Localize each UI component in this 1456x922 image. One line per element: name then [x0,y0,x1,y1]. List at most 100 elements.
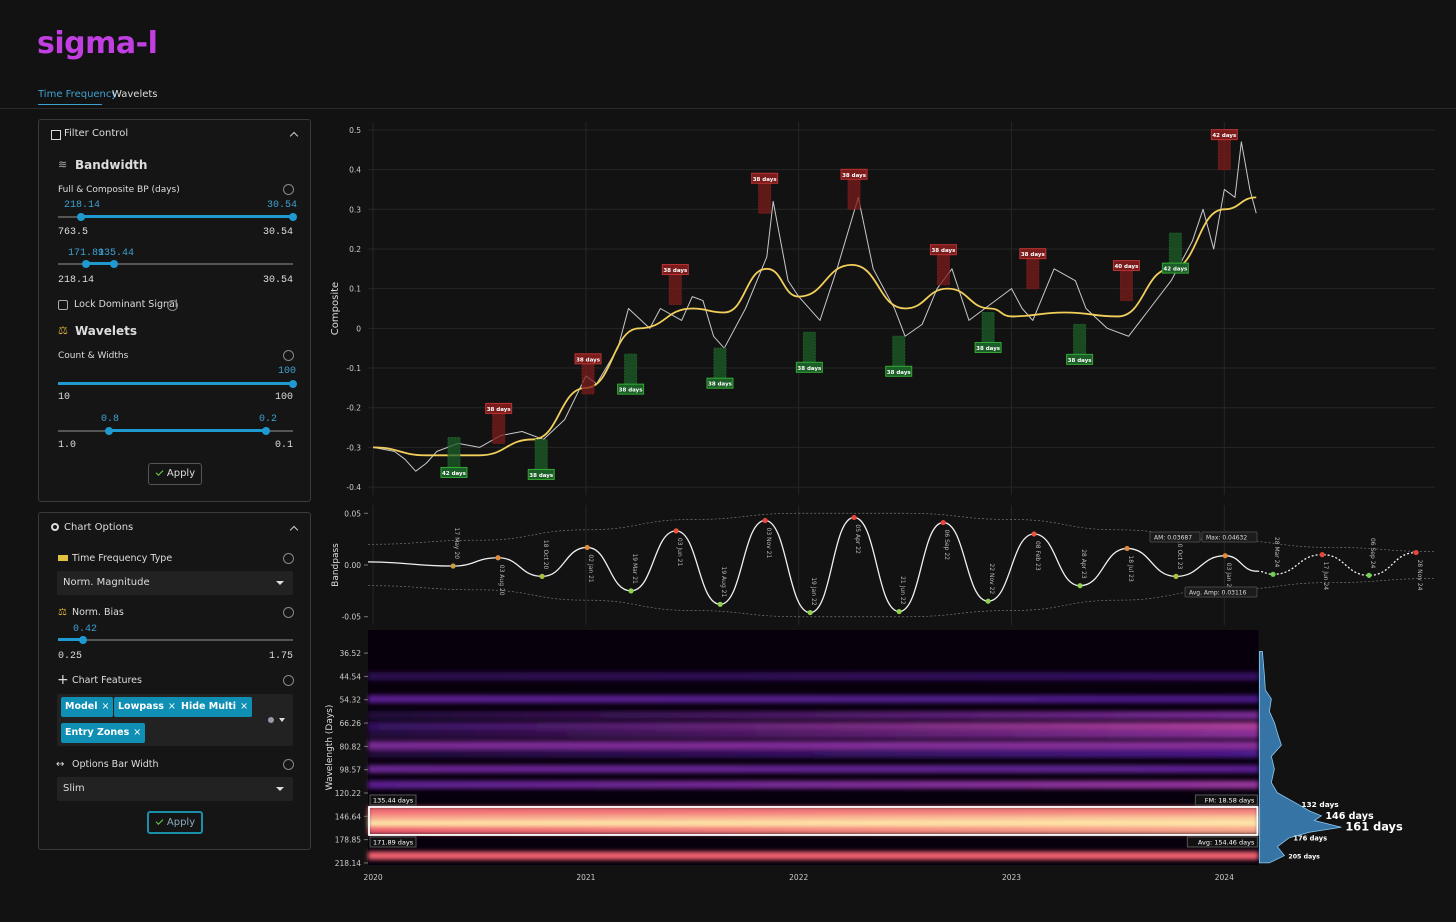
y-tick-label: 0.5 [349,126,361,135]
slider-handle[interactable] [262,427,270,435]
select[interactable]: Slim [57,777,293,801]
heatmap-band [368,721,1259,731]
cycle-label-box [885,365,913,377]
filter-control-panel: Filter Control ≋ Bandwidth Full & Compos… [38,119,311,502]
heatmap [368,672,1259,860]
tab[interactable]: Time Frequency [38,89,118,100]
cycle-point [717,601,723,607]
help[interactable] [167,300,178,311]
y-tick-label: -0.2 [346,404,361,413]
date-label: 22 Nov 22 [988,563,995,594]
cycle-label-box [617,383,645,395]
cycle-point [1031,531,1037,537]
checkbox-label: Lock Dominant Signal [74,299,178,310]
y-tick-label: 218.14 [335,859,361,868]
y-axis-label: Composite [330,282,341,335]
cycle-zone [758,182,772,214]
cycle-label-box [751,172,779,184]
y-tick-label: 120.22 [335,789,361,798]
tab[interactable]: Wavelets [112,89,158,100]
help[interactable] [283,607,294,618]
date-label: 28 Mar 24 [1273,537,1280,568]
envelope [367,578,1436,618]
cycle-zone [847,178,861,210]
selection-label: FM: 18.58 days [1205,796,1255,804]
cycle-label: 38 days [1068,358,1093,364]
selection-label-box [1194,794,1258,806]
cycle-label: 38 days [931,248,956,254]
tag[interactable]: Hide Multi [177,697,253,717]
x-tick-label: 2023 [1002,873,1021,882]
cycle-point [1366,572,1372,578]
slider-handle[interactable] [289,380,297,388]
tag[interactable]: Entry Zones [61,723,146,743]
annotation-box [1184,586,1258,598]
help[interactable] [283,553,294,564]
apply-button[interactable]: Apply [147,811,203,834]
tag[interactable]: Model [61,697,114,717]
cycle-label-box [1066,353,1094,365]
cycle-point [1413,549,1419,556]
slider-handle[interactable] [77,213,85,221]
annotation-box [1201,531,1258,543]
slider-min: 763.5 [58,227,89,238]
date-label: 19 Jan 22 [810,577,817,606]
slider-value: 0.2 [259,414,278,425]
cycle-label: 38 days [887,370,912,376]
help[interactable] [283,675,294,686]
cycle-label: 40 days [1114,264,1139,270]
slider-handle[interactable] [82,260,90,268]
select[interactable]: Norm. Magnitude [57,571,293,595]
selection-label: 135.44 days [373,796,414,804]
cycle-point [450,563,456,569]
slider-handle[interactable] [105,427,113,435]
clear-icon[interactable] [268,717,274,723]
cycle-point [1173,573,1179,579]
cycle-zone [447,436,461,468]
slider-range [58,382,293,385]
cycle-zone [1073,323,1087,355]
checkbox[interactable] [58,300,68,310]
icon [51,130,61,140]
dropdown-icon[interactable] [279,718,285,725]
cycle-label-box [795,361,823,373]
cycle-zone [892,335,906,367]
cycle-label: 38 days [529,473,554,479]
histogram [1258,651,1342,864]
cycle-label-box [1210,129,1238,141]
cycle-point [896,608,902,615]
cycle-point [673,528,679,534]
cycle-label-box [527,468,555,480]
histogram-label: 132 days [1301,800,1339,809]
tag[interactable]: Lowpass [114,697,180,717]
help[interactable] [283,350,294,361]
y-tick-label: 0.1 [349,285,361,294]
date-label: 05 Apr 22 [854,524,861,554]
histogram-label: 176 days [1293,835,1327,843]
slider-max: 30.54 [262,275,293,286]
slider-handle[interactable] [289,213,297,221]
cycle-point [539,573,545,579]
help[interactable] [283,759,294,770]
help[interactable] [283,184,294,195]
cycle-label: 42 days [442,471,467,477]
selection-label-box [369,794,417,806]
slider-handle[interactable] [79,636,87,644]
date-label: 18 Oct 20 [542,540,549,570]
label: Chart Features [72,675,142,686]
y-tick-label: 0.05 [344,509,361,518]
heatmap-band [368,672,1259,681]
label: Full & Composite BP (days) [58,185,180,195]
slider-value: 0.42 [73,624,98,635]
cycle-label-box [440,466,468,478]
y-tick-label: -0.4 [346,483,361,492]
icon [51,523,59,531]
slider-min: 218.14 [58,275,95,286]
y-axis-label: Bandpass [331,543,341,587]
apply-button[interactable]: Apply [148,463,202,485]
tab-underline [38,104,102,105]
slider-handle[interactable] [110,260,118,268]
cycle-zone [713,347,727,379]
